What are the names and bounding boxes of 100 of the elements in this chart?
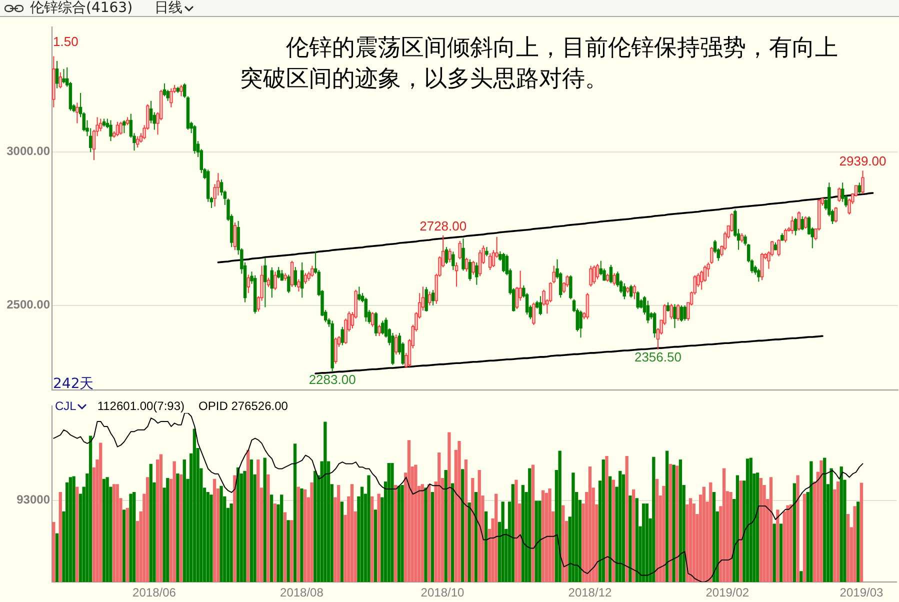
- candlestick: [673, 304, 676, 329]
- bar: [122, 510, 126, 582]
- candlestick: [760, 252, 764, 281]
- candlestick: [99, 118, 102, 132]
- bar: [340, 502, 344, 582]
- bar: [367, 475, 370, 582]
- bar: [544, 492, 548, 582]
- bar: [266, 474, 270, 582]
- bar: [494, 494, 498, 582]
- annotation: 2283.00: [308, 372, 356, 388]
- candlestick: [804, 216, 808, 230]
- bar: [548, 488, 552, 582]
- candlestick: [270, 266, 274, 298]
- bar: [149, 464, 152, 582]
- bar: [159, 454, 163, 582]
- candlestick: [300, 262, 304, 298]
- candlestick: [304, 272, 308, 284]
- bar: [712, 492, 716, 582]
- bar: [116, 484, 119, 582]
- bar: [76, 486, 79, 582]
- bar: [166, 478, 170, 582]
- bar: [772, 524, 776, 582]
- bar: [538, 500, 542, 582]
- candlestick: [589, 265, 592, 288]
- bar: [192, 428, 196, 582]
- bar: [605, 456, 608, 582]
- candlestick: [374, 312, 378, 337]
- bar: [236, 467, 240, 582]
- candlestick: [532, 302, 536, 326]
- y-tick-label: 3000.00: [6, 144, 50, 158]
- bar: [856, 502, 860, 582]
- candlestick: [475, 262, 478, 286]
- bar: [672, 464, 676, 582]
- annotation: CJL: [55, 399, 76, 413]
- bar: [662, 486, 666, 582]
- candlestick: [444, 246, 448, 264]
- candlestick: [472, 260, 475, 276]
- candlestick: [274, 271, 277, 291]
- candlestick: [838, 186, 841, 202]
- candlestick: [428, 291, 432, 306]
- candlestick: [277, 266, 280, 279]
- x-tick-label: 2018/10: [420, 586, 464, 600]
- candlestick: [784, 228, 788, 243]
- candlestick: [334, 337, 338, 364]
- bar: [729, 492, 732, 582]
- bar: [448, 432, 451, 582]
- candlestick: [670, 303, 673, 320]
- candlestick: [364, 297, 368, 322]
- candlestick: [612, 272, 616, 286]
- candlestick: [458, 240, 462, 260]
- candlestick: [340, 326, 344, 346]
- bar: [820, 460, 823, 582]
- bar: [790, 504, 793, 582]
- bar: [739, 480, 742, 582]
- bar: [702, 486, 706, 582]
- bar: [72, 476, 76, 582]
- candlestick: [462, 238, 465, 272]
- bar: [484, 511, 488, 582]
- candlestick: [586, 292, 590, 320]
- bar: [802, 494, 806, 582]
- candlestick: [264, 257, 267, 308]
- bar: [759, 478, 763, 582]
- candlestick: [465, 257, 468, 272]
- bar: [558, 450, 562, 582]
- candlestick: [297, 278, 300, 292]
- bar: [528, 468, 532, 582]
- candlestick: [170, 88, 173, 108]
- bar: [387, 463, 390, 582]
- bar: [618, 470, 622, 582]
- candlestick: [579, 310, 582, 338]
- bar: [474, 492, 478, 582]
- candlestick: [609, 264, 613, 284]
- candlestick: [757, 268, 760, 282]
- bar: [52, 522, 56, 582]
- bar: [749, 458, 752, 582]
- candlestick: [454, 262, 458, 288]
- candlestick: [666, 302, 670, 312]
- bar: [182, 459, 186, 582]
- bar: [588, 466, 592, 582]
- bar: [810, 461, 813, 582]
- candlestick: [448, 248, 452, 263]
- candlestick: [636, 290, 640, 310]
- annotation: 伦锌的震荡区间倾斜向上，目前伦锌保持强势，有向上突破区间的迹象，以多头思路对待。: [240, 34, 839, 94]
- candlestick: [478, 250, 482, 277]
- bar: [390, 463, 394, 582]
- chart-subtitle: 日线: [154, 0, 183, 16]
- bar: [394, 484, 398, 582]
- bar: [786, 505, 790, 582]
- bar: [250, 459, 254, 582]
- bar: [303, 489, 307, 582]
- candlestick: [58, 72, 62, 89]
- bar: [722, 468, 726, 582]
- bar: [608, 476, 612, 582]
- candlestick: [632, 284, 636, 300]
- candlestick: [246, 274, 250, 294]
- bar: [478, 470, 481, 582]
- bar: [514, 480, 518, 582]
- candlestick: [358, 286, 361, 302]
- candlestick: [653, 312, 656, 338]
- candlestick: [680, 304, 684, 322]
